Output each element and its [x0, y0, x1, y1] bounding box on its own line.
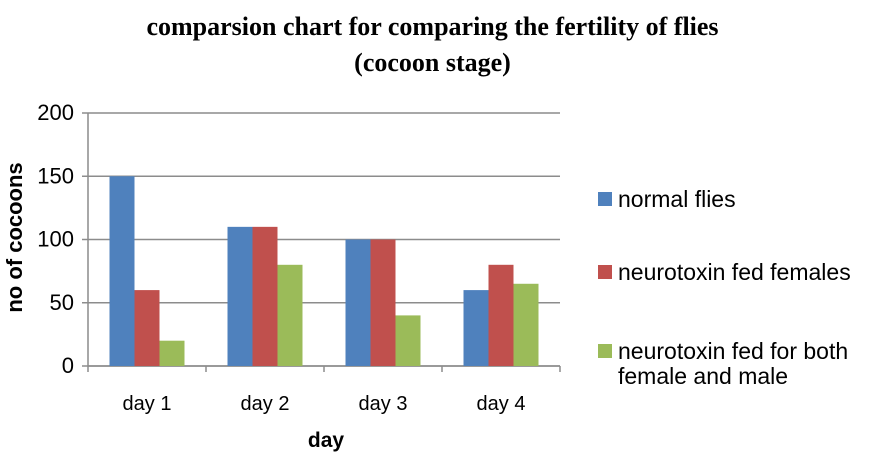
y-tick-label: 0 — [62, 353, 74, 378]
x-axis-title: day — [308, 429, 345, 452]
bar — [134, 290, 160, 366]
legend-swatch — [598, 265, 612, 279]
bar — [345, 239, 371, 366]
legend-label: normal flies — [618, 186, 736, 212]
bar — [463, 290, 489, 366]
chart-title-line-1: comparsion chart for comparing the ferti… — [146, 12, 719, 41]
x-tick-label: day 1 — [123, 393, 172, 415]
y-tick-label: 200 — [37, 100, 74, 125]
y-tick-label: 50 — [50, 290, 74, 315]
bar — [227, 226, 253, 366]
legend-swatch — [598, 344, 612, 358]
legend-label-line: neurotoxin fed females — [618, 259, 851, 285]
legend-swatch — [598, 192, 612, 206]
chart-title-line-2: (cocoon stage) — [354, 48, 511, 77]
bar — [513, 283, 539, 366]
x-tick-label: day 2 — [241, 393, 290, 415]
bar — [395, 315, 421, 366]
legend-label: neurotoxin fed for both female and male — [618, 338, 848, 389]
legend-label-line: neurotoxin fed for both — [618, 338, 848, 364]
x-tick-label: day 3 — [359, 393, 408, 415]
legend-label-line: female and male — [618, 363, 788, 389]
bar — [370, 239, 396, 366]
bar — [252, 226, 278, 366]
bar — [159, 340, 185, 366]
bar — [109, 176, 135, 366]
bar — [488, 264, 514, 366]
y-tick-label: 100 — [37, 227, 74, 252]
legend-label-line: normal flies — [618, 186, 736, 212]
x-tick-label: day 4 — [477, 393, 526, 415]
y-axis-title: no of cocoons — [2, 162, 27, 312]
legend-label: neurotoxin fed females — [618, 259, 851, 285]
y-tick-label: 150 — [37, 163, 74, 188]
bar — [277, 264, 303, 366]
